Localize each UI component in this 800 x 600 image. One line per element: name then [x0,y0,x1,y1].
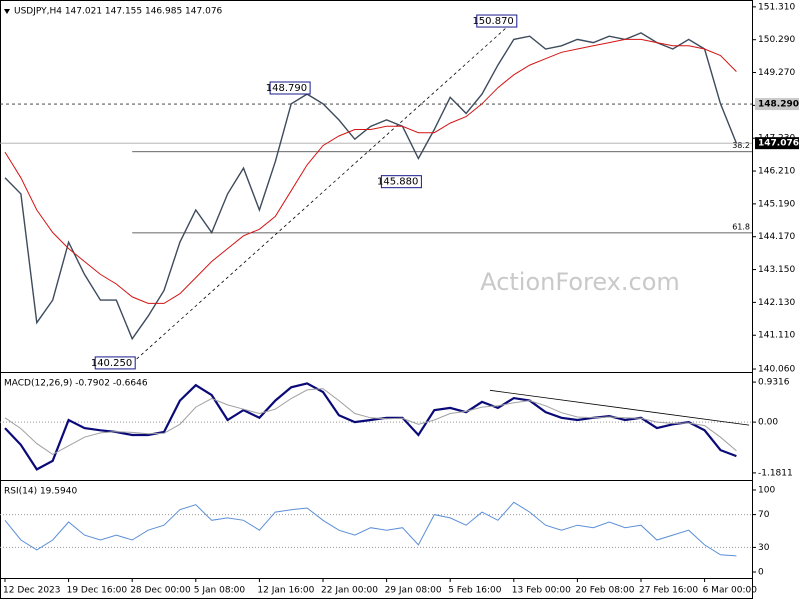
x-tick-label: 5 Jan 08:00 [194,586,246,596]
y-tick-label: 0.00 [758,418,778,428]
annotation-box [476,14,518,28]
price-level-label: 148.290 [758,100,799,110]
fib-label: 61.8 [732,222,750,231]
indicator-line [4,388,737,455]
y-tick-label: 100 [758,485,775,495]
chart-frame [0,0,753,599]
x-tick-label: 20 Feb 08:00 [575,586,634,596]
y-tick-label: 140.060 [758,365,795,375]
price-level-box [755,137,799,150]
indicator-line [4,38,737,304]
y-tick-label: 142.130 [758,298,795,308]
y-tick-label: 143.150 [758,265,795,275]
x-tick-label: 5 Feb 16:00 [448,586,502,596]
y-tick-label: 150.290 [758,35,795,45]
annotation-box [94,356,136,370]
chart-title: USDJPY,H4 147.021 147.155 146.985 147.07… [14,7,223,17]
rsi-title: RSI(14) 19.5940 [4,487,77,497]
y-tick-label: 141.110 [758,331,795,341]
x-tick-label: 13 Feb 00:00 [512,586,571,596]
y-tick-label: 145.190 [758,199,795,209]
y-tick-label: 149.270 [758,68,795,78]
y-tick-label: 144.170 [758,232,795,242]
title-icon [4,9,10,14]
watermark: ActionForex.com [480,268,680,296]
indicator-line [4,501,737,557]
price-line [4,32,738,341]
x-tick-label: 12 Jan 16:00 [257,586,314,596]
x-tick-label: 29 Jan 08:00 [385,586,442,596]
x-tick-label: 27 Feb 16:00 [639,586,698,596]
x-tick-label: 12 Dec 2023 [3,586,61,596]
annotation-label: 148.790 [266,83,307,94]
annotation-label: 140.250 [91,358,132,369]
macd-title: MACD(12,26,9) -0.7902 -0.6646 [4,379,148,389]
price-level-label: 147.076 [758,139,799,149]
x-tick-label: 28 Dec 00:00 [130,586,191,596]
annotation-box [380,175,422,189]
x-tick-label: 6 Mar 00:00 [703,586,758,596]
x-tick-label: 19 Dec 16:00 [67,586,128,596]
y-tick-label: 0 [758,568,764,578]
trend-line [489,389,750,426]
annotation-label: 150.870 [472,16,513,27]
annotation-box [269,81,311,95]
x-tick-label: 22 Jan 00:00 [321,586,378,596]
y-tick-label: -1.1811 [758,468,793,478]
y-tick-label: 70 [758,510,770,520]
y-tick-label: 0.9316 [758,378,790,388]
fib-label: 38.2 [732,141,750,150]
y-tick-label: 146.210 [758,167,795,177]
trend-line [131,20,515,364]
annotation-label: 145.880 [377,177,418,188]
y-tick-label: 151.310 [758,2,795,12]
y-tick-label: 30 [758,543,770,553]
price-level-box [755,98,799,111]
